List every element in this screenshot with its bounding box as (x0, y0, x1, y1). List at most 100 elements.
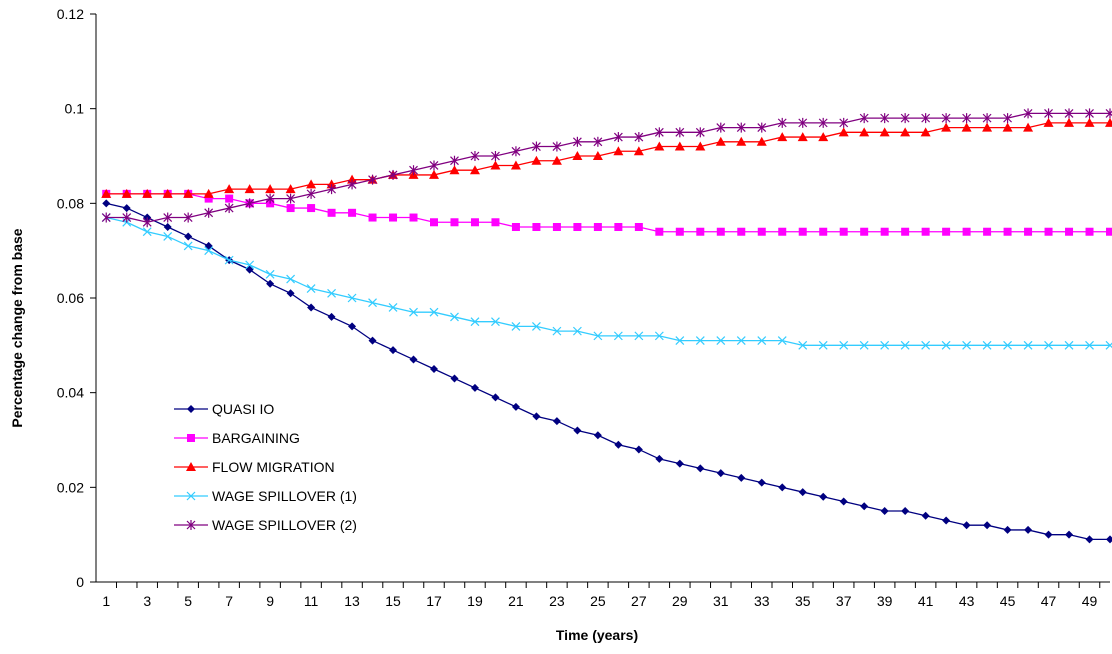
data-point-quasi-io (962, 521, 971, 530)
legend-marker (187, 405, 195, 413)
data-point-wage-spillover-2 (1023, 108, 1033, 119)
series-line-bargaining (106, 193, 1110, 233)
data-point-wage-spillover-2 (265, 193, 275, 204)
x-tick-label: 23 (549, 593, 565, 609)
data-point-flow-migration (633, 146, 644, 156)
data-point-wage-spillover-1 (634, 331, 644, 341)
data-point-wage-spillover-2 (1044, 108, 1053, 119)
data-point-quasi-io (614, 440, 623, 449)
series-wage-spillover-1 (101, 213, 1112, 350)
data-point-wage-spillover-1 (798, 340, 808, 350)
y-tick-label: 0.02 (57, 479, 84, 495)
data-point-quasi-io (286, 289, 295, 298)
data-point-wage-spillover-2 (450, 155, 459, 166)
data-point-bargaining (552, 223, 561, 231)
data-point-bargaining (921, 227, 930, 236)
legend-marker (186, 491, 196, 501)
data-point-wage-spillover-1 (941, 340, 951, 350)
data-point-flow-migration (736, 136, 747, 146)
data-point-wage-spillover-2 (163, 212, 173, 223)
data-point-flow-migration (510, 160, 521, 170)
data-point-quasi-io (102, 199, 111, 208)
data-point-bargaining (778, 227, 787, 236)
data-point-bargaining (757, 227, 766, 236)
data-point-quasi-io (348, 322, 357, 331)
data-point-quasi-io (470, 383, 479, 392)
data-point-flow-migration (674, 141, 685, 151)
data-point-wage-spillover-2 (818, 117, 828, 128)
data-point-bargaining (470, 218, 479, 227)
data-point-bargaining (798, 227, 807, 236)
data-point-bargaining (204, 194, 213, 203)
data-point-wage-spillover-2 (142, 217, 152, 228)
data-point-flow-migration (490, 160, 501, 170)
data-point-flow-migration (142, 188, 153, 198)
data-point-wage-spillover-2 (634, 132, 644, 143)
data-point-quasi-io (552, 417, 561, 426)
data-point-bargaining (573, 223, 582, 231)
data-point-flow-migration (1084, 117, 1095, 127)
data-point-quasi-io (901, 507, 910, 515)
data-point-quasi-io (368, 336, 377, 345)
data-point-wage-spillover-1 (409, 307, 418, 317)
data-point-bargaining (901, 227, 910, 236)
legend-item-quasi-io: QUASI IO (174, 401, 274, 417)
data-point-wage-spillover-2 (388, 169, 398, 180)
data-point-quasi-io (327, 312, 336, 321)
data-point-wage-spillover-2 (491, 151, 500, 161)
data-point-flow-migration (306, 179, 317, 189)
data-point-bargaining (409, 213, 418, 222)
data-point-quasi-io (716, 469, 725, 478)
data-point-wage-spillover-1 (470, 317, 480, 327)
data-point-flow-migration (572, 151, 583, 160)
legend-label: WAGE SPILLOVER (2) (212, 517, 357, 533)
data-point-wage-spillover-2 (921, 113, 931, 124)
data-point-wage-spillover-1 (1044, 340, 1053, 350)
data-point-flow-migration (285, 184, 296, 194)
x-tick-label: 9 (266, 593, 274, 609)
y-tick-label: 0.04 (57, 385, 84, 401)
data-point-bargaining (1044, 227, 1053, 236)
data-point-quasi-io (860, 502, 869, 511)
data-point-wage-spillover-1 (347, 293, 357, 303)
data-point-bargaining (491, 218, 500, 227)
data-point-wage-spillover-2 (245, 198, 255, 209)
data-point-wage-spillover-2 (757, 122, 767, 133)
data-point-flow-migration (838, 127, 849, 137)
data-point-quasi-io (942, 516, 951, 525)
data-point-bargaining (1085, 227, 1094, 236)
data-point-quasi-io (1085, 535, 1094, 544)
x-tick-label: 7 (225, 593, 233, 609)
data-point-flow-migration (797, 132, 808, 142)
data-point-quasi-io (430, 365, 438, 373)
data-point-wage-spillover-1 (245, 260, 255, 270)
data-point-wage-spillover-2 (101, 212, 111, 223)
data-point-bargaining (389, 213, 398, 222)
data-point-wage-spillover-1 (204, 246, 214, 256)
data-point-wage-spillover-1 (695, 336, 705, 346)
data-point-quasi-io (819, 492, 828, 501)
data-point-wage-spillover-2 (839, 117, 849, 128)
data-point-wage-spillover-2 (736, 122, 746, 133)
x-tick-label: 47 (1041, 593, 1057, 609)
data-point-bargaining (225, 194, 234, 203)
legend-label: BARGAINING (212, 430, 300, 446)
data-point-bargaining (348, 208, 357, 217)
data-point-wage-spillover-1 (531, 321, 541, 331)
x-tick-label: 15 (385, 593, 401, 609)
series-flow-migration (101, 117, 1112, 198)
legend-marker (186, 520, 196, 530)
data-point-wage-spillover-2 (982, 113, 992, 124)
data-point-wage-spillover-1 (224, 255, 234, 265)
x-tick-label: 3 (143, 593, 151, 609)
data-point-bargaining (962, 227, 971, 236)
data-point-wage-spillover-1 (818, 340, 828, 350)
x-tick-label: 29 (672, 593, 688, 609)
data-point-quasi-io (511, 402, 520, 411)
data-point-quasi-io (696, 464, 705, 473)
data-point-wage-spillover-2 (286, 193, 296, 204)
data-point-wage-spillover-2 (409, 165, 418, 176)
data-point-flow-migration (1064, 117, 1075, 127)
data-point-wage-spillover-2 (859, 113, 869, 124)
